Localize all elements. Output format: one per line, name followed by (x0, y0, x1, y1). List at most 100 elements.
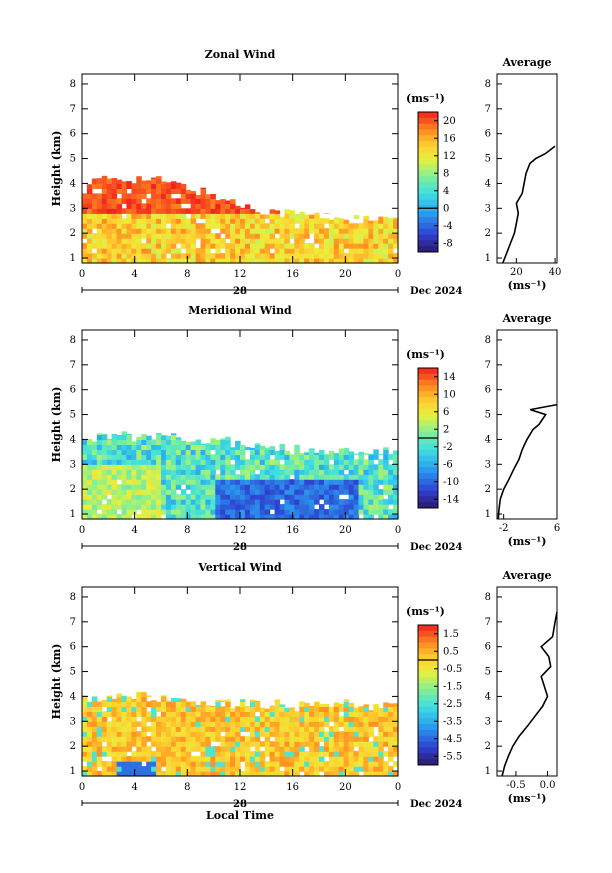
heat-cell (235, 253, 241, 259)
heat-cell (195, 213, 202, 219)
heat-cell (259, 771, 266, 777)
heat-cell (106, 484, 113, 490)
heat-cell (215, 494, 221, 500)
heat-cell (235, 205, 241, 209)
heat-cell (156, 459, 162, 465)
heat-cell (304, 721, 310, 727)
heat-cell (284, 209, 290, 214)
heat-cell (111, 223, 118, 229)
heat-cell (235, 248, 241, 254)
heat-cell (141, 203, 147, 209)
y-tick-label: 1 (70, 509, 76, 520)
heat-cell (309, 479, 315, 485)
heat-cell (274, 464, 281, 470)
heat-cell (82, 469, 88, 475)
heat-cell (101, 504, 108, 510)
profile-x-tick-label: -2 (499, 523, 509, 534)
heat-cell (116, 434, 123, 440)
heat-cell (274, 213, 281, 219)
heat-cell (314, 751, 320, 757)
heat-cell (244, 504, 251, 510)
heat-cell (106, 489, 113, 495)
heat-cell (323, 238, 330, 244)
heat-cell (91, 218, 98, 224)
y-axis-label: Height (km) (50, 131, 63, 207)
colorbar-segment (418, 117, 438, 125)
heat-cell (116, 464, 123, 470)
heat-cell (200, 188, 206, 194)
heat-cell (91, 771, 98, 777)
heat-cell (141, 434, 147, 436)
heat-cell (230, 479, 236, 485)
heat-cell (294, 736, 300, 742)
heat-cell (383, 741, 389, 747)
heat-cell (373, 716, 379, 722)
heat-cell (383, 761, 389, 767)
heat-cell (106, 736, 113, 742)
heat-cell (126, 474, 132, 480)
heat-cell (116, 489, 123, 495)
heat-cell (264, 214, 271, 219)
heat-cell (136, 731, 142, 737)
heat-cell (269, 223, 276, 229)
heat-cell (314, 721, 320, 727)
heat-cell (249, 766, 256, 772)
heat-cell (328, 756, 335, 762)
heat-cell (185, 751, 192, 757)
heat-cell (225, 711, 231, 717)
colorbar-unit: (ms⁻¹) (406, 348, 445, 361)
heat-cell (333, 243, 340, 249)
heat-cell (116, 179, 123, 184)
heat-cell (368, 489, 374, 495)
heat-cell (319, 736, 325, 742)
heat-cell (220, 199, 226, 204)
heat-cell (180, 459, 187, 465)
heat-cell (319, 459, 325, 465)
heat-cell (249, 459, 256, 465)
heat-cell (175, 771, 182, 777)
heat-cell (185, 771, 192, 777)
heat-cell (289, 248, 295, 254)
heat-cell (141, 771, 147, 777)
profile-y-tick-label: 4 (485, 434, 491, 445)
colorbar-segment (418, 211, 438, 218)
heat-cell (106, 243, 113, 249)
heat-cell (195, 711, 202, 717)
heat-cell (126, 464, 132, 470)
heat-cell (388, 499, 394, 505)
heat-cell (249, 736, 256, 742)
heat-cell (388, 756, 394, 762)
heat-cell (358, 716, 364, 722)
heat-cell (289, 746, 295, 752)
heat-cell (86, 228, 93, 234)
heat-cell (136, 243, 142, 249)
heat-cell (358, 706, 364, 712)
heat-cell (146, 509, 152, 515)
heat-cell (165, 736, 172, 742)
heat-cell (200, 751, 206, 757)
heat-cell (151, 489, 157, 495)
heat-cell (91, 454, 98, 460)
heat-cell (175, 761, 182, 767)
heat-cell (161, 771, 167, 777)
heat-cell (235, 228, 241, 234)
heat-cell (294, 711, 300, 717)
heat-cell (200, 193, 206, 199)
heat-cell (91, 499, 98, 505)
heat-cell (225, 479, 231, 485)
heat-cell (210, 484, 216, 490)
heat-cell (294, 761, 300, 767)
colorbar-tick-label: -2 (443, 442, 453, 453)
heat-cell (299, 248, 305, 254)
heat-cell (328, 504, 335, 510)
heat-cell (116, 213, 123, 219)
heat-cell (299, 223, 305, 229)
heat-cell (195, 766, 202, 772)
heat-cell (151, 454, 157, 460)
heat-cell (353, 228, 360, 234)
heat-cell (116, 716, 123, 722)
heat-cell (151, 741, 157, 747)
heat-cell (161, 444, 167, 450)
heat-cell (91, 449, 98, 455)
heat-cell (259, 504, 266, 510)
